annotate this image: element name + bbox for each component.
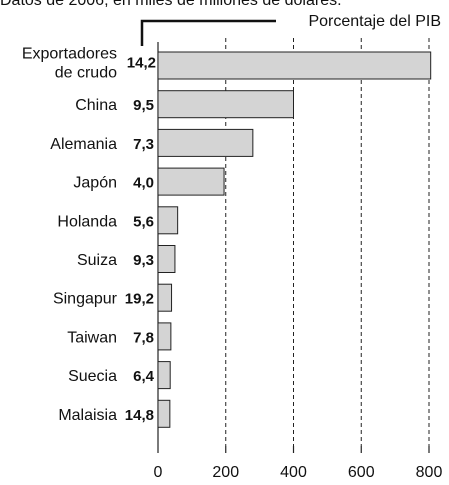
pct-legend-label: Porcentaje del PIB xyxy=(308,13,441,30)
bar-6 xyxy=(157,283,173,312)
tick-label-800: 800 xyxy=(416,464,443,481)
percent-label-0: 14,2 xyxy=(127,55,156,72)
tick-label-400: 400 xyxy=(280,464,307,481)
bar-8 xyxy=(157,361,171,390)
percent-label-7: 7,8 xyxy=(133,329,154,346)
percent-label-1: 9,5 xyxy=(133,97,154,114)
percent-label-3: 4,0 xyxy=(133,175,154,192)
category-label-4: Holanda xyxy=(57,213,117,230)
percent-label-4: 5,6 xyxy=(133,213,154,230)
category-label-6: Singapur xyxy=(53,291,118,308)
bar-5 xyxy=(157,245,176,273)
category-label-0: Exportadores de crudo xyxy=(22,46,117,82)
bars xyxy=(157,51,432,428)
bar-3 xyxy=(157,167,225,196)
chart-note: Datos de 2006, en miles de millones de d… xyxy=(0,0,342,9)
category-label-3: Japón xyxy=(73,175,117,192)
x-axis-ticks: 0 200 400 600 800 xyxy=(154,446,443,481)
category-label-8: Suecia xyxy=(68,368,117,385)
bar-1 xyxy=(157,90,294,119)
bar-2 xyxy=(157,128,254,157)
category-label-2: Alemania xyxy=(50,136,117,153)
percent-label-5: 9,3 xyxy=(133,252,154,269)
pct-legend-bracket xyxy=(140,19,276,46)
tick-label-200: 200 xyxy=(212,464,239,481)
category-label-1: China xyxy=(75,97,117,114)
percent-label-8: 6,4 xyxy=(133,368,155,385)
category-label-5: Suiza xyxy=(77,252,117,269)
category-label-line: de crudo xyxy=(55,65,117,82)
category-labels: Exportadores de crudo China Alemania Japón Ho… xyxy=(22,46,118,424)
tick-label-0: 0 xyxy=(154,464,163,481)
bar-7 xyxy=(157,322,172,351)
category-label-7: Taiwan xyxy=(67,329,117,346)
category-label-line: Exportadores xyxy=(22,46,117,63)
bar-9 xyxy=(157,399,171,428)
bar-4 xyxy=(157,206,179,235)
percent-labels: 14,2 9,5 7,3 4,0 5,6 9,3 19,2 7,8 6,4 14,8 xyxy=(125,55,156,424)
bar-0 xyxy=(157,51,432,80)
percent-label-9: 14,8 xyxy=(125,407,154,424)
tick-label-600: 600 xyxy=(348,464,375,481)
percent-label-2: 7,3 xyxy=(133,136,154,153)
category-label-9: Malaisia xyxy=(58,407,117,424)
percent-label-6: 19,2 xyxy=(125,291,154,308)
